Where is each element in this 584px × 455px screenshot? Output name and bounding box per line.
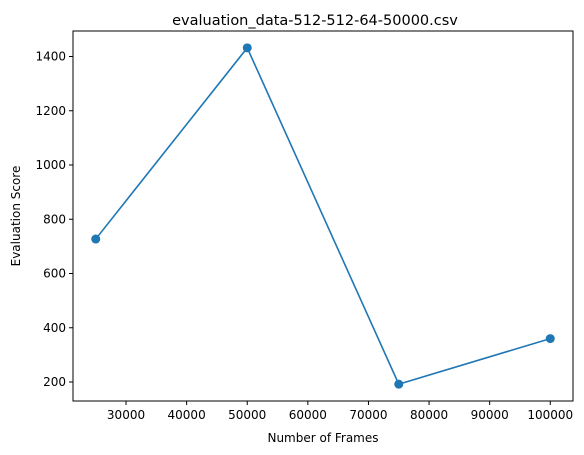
y-axis: 200 400 600 800 1000 1200 1400 — [35, 49, 73, 389]
x-tick-label: 90000 — [471, 408, 509, 422]
x-tick-label: 50000 — [228, 408, 266, 422]
y-tick-label: 800 — [43, 212, 66, 226]
plot-area-frame — [72, 30, 574, 402]
x-axis: 30000 40000 50000 60000 70000 80000 90000 10000… — [107, 401, 573, 422]
series-line — [95, 46, 551, 386]
series-layer — [91, 43, 555, 389]
data-point — [242, 43, 252, 53]
x-tick-label: 80000 — [410, 408, 448, 422]
chart-title: evaluation_data-512-512-64-50000.csv — [172, 13, 458, 29]
x-tick-label: 30000 — [107, 408, 145, 422]
data-point — [545, 334, 555, 344]
y-tick-label: 1000 — [35, 158, 66, 172]
y-tick-label: 200 — [43, 375, 66, 389]
y-tick-label: 1400 — [35, 49, 66, 63]
x-tick-label: 60000 — [289, 408, 327, 422]
y-tick-label: 600 — [43, 267, 66, 281]
y-tick-label: 400 — [43, 321, 66, 335]
x-tick-label: 70000 — [349, 408, 387, 422]
y-tick-label: 1200 — [35, 104, 66, 118]
x-tick-label: 100000 — [527, 408, 573, 422]
x-axis-title: Number of Frames — [267, 431, 378, 445]
x-tick-label: 40000 — [168, 408, 206, 422]
data-point — [394, 379, 404, 389]
data-point — [91, 234, 101, 244]
y-axis-title: Evaluation Score — [9, 166, 23, 267]
